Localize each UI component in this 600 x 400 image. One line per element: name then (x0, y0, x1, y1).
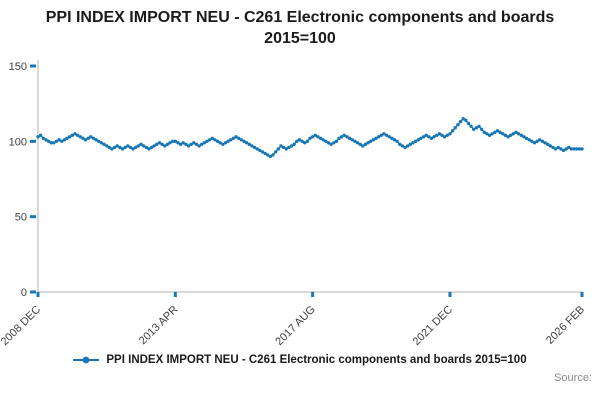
svg-text:2021 DEC: 2021 DEC (411, 303, 455, 347)
svg-text:100: 100 (9, 136, 27, 148)
svg-text:150: 150 (9, 61, 27, 73)
svg-text:2017 AUG: 2017 AUG (273, 303, 317, 347)
svg-text:2026 FEB: 2026 FEB (544, 303, 587, 346)
svg-text:2008 DEC: 2008 DEC (0, 303, 43, 347)
svg-text:50: 50 (15, 211, 27, 223)
chart-svg: 0 50 100 150 2008 DEC 2013 APR 2017 AUG 2021 DE… (0, 59, 587, 348)
svg-text:0: 0 (21, 287, 27, 299)
legend-label: PPI INDEX IMPORT NEU - C261 Electronic c… (106, 353, 527, 366)
source-label: Source: (554, 371, 592, 384)
legend-line-marker (73, 356, 100, 363)
legend-dot (82, 356, 90, 363)
chart-title: PPI INDEX IMPORT NEU - C261 Electronic c… (45, 9, 555, 47)
svg-text:2013 APR: 2013 APR (137, 303, 181, 347)
legend: PPI INDEX IMPORT NEU - C261 Electronic c… (0, 354, 600, 366)
